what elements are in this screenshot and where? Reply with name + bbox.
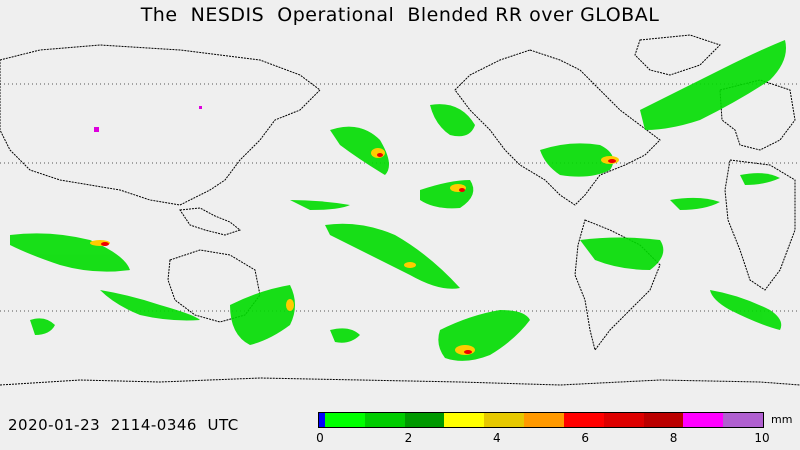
precip-extreme <box>94 106 202 132</box>
legend-swatch <box>364 413 405 427</box>
legend-tick-label: 6 <box>581 431 590 445</box>
legend-swatch <box>524 413 564 427</box>
timestamp: 2020-01-23 2114-0346 UTC <box>8 416 239 434</box>
precip-light <box>10 40 786 361</box>
legend-swatch <box>325 413 365 427</box>
legend-swatch <box>723 413 763 427</box>
legend-swatch <box>603 413 644 427</box>
precip-heavy <box>101 153 616 354</box>
legend-swatch <box>484 413 525 427</box>
rain-rate-map <box>0 34 800 386</box>
latitude-gridlines <box>0 83 800 312</box>
legend-tick-label: 0 <box>316 431 324 445</box>
legend-swatch <box>444 413 485 427</box>
legend-tick-label: 10 <box>754 431 770 445</box>
legend-tick-label: 4 <box>492 431 501 445</box>
legend-swatch <box>643 413 684 427</box>
legend-swatch <box>404 413 445 427</box>
legend-swatch <box>319 413 325 427</box>
legend-tick-label: 8 <box>669 431 678 445</box>
legend-unit: mm <box>771 413 793 426</box>
legend-swatch <box>563 413 604 427</box>
legend-tick-label: 2 <box>404 431 413 445</box>
legend-tick-labels: 0 2 4 6 8 10 <box>0 431 800 447</box>
map-title: The NESDIS Operational Blended RR over G… <box>140 4 660 26</box>
color-legend <box>318 412 764 428</box>
legend-swatch <box>683 413 724 427</box>
precip-moderate <box>90 148 619 355</box>
